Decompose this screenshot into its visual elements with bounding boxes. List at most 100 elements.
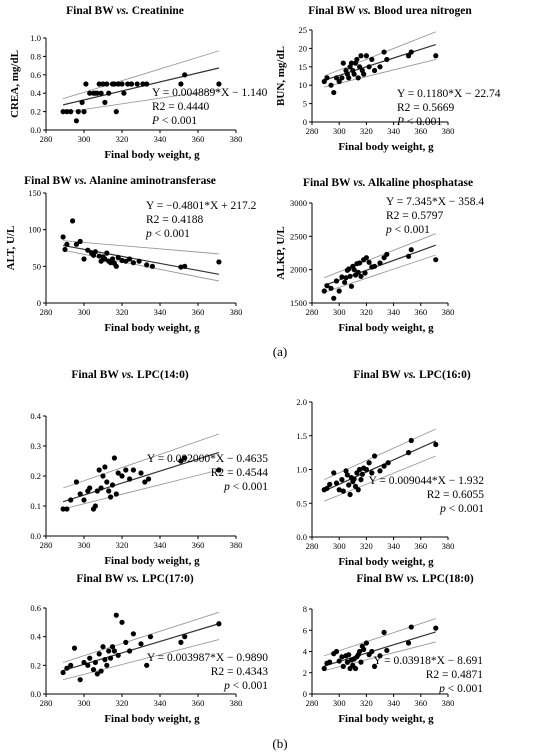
data-point xyxy=(130,260,136,266)
x-tick-label: 340 xyxy=(154,540,167,550)
x-tick-label: 300 xyxy=(78,134,91,144)
data-point xyxy=(344,472,350,478)
data-point xyxy=(324,75,330,81)
data-point xyxy=(216,259,222,265)
data-point xyxy=(85,247,91,253)
chart-title-vs: vs. xyxy=(404,369,416,381)
regression-equation: Y = 7.345*X − 358.4 xyxy=(386,196,484,208)
data-point xyxy=(98,90,104,96)
data-point xyxy=(336,487,342,493)
x-tick-label: 340 xyxy=(387,126,400,136)
data-point xyxy=(60,669,66,676)
chart-title-suffix: Blood urea nitrogen xyxy=(371,5,472,17)
data-point xyxy=(346,266,352,272)
p-value-label: p < 0.001 xyxy=(385,224,430,236)
data-point xyxy=(182,634,188,640)
data-point xyxy=(369,56,375,63)
x-tick-label: 300 xyxy=(333,698,346,708)
ci-lower-line xyxy=(63,89,219,113)
data-point xyxy=(178,458,184,464)
data-point xyxy=(127,648,133,654)
ci-lower-line xyxy=(324,59,436,88)
x-axis-label: Final body weight, g xyxy=(104,555,200,567)
data-point xyxy=(121,90,127,96)
y-tick-label: 0.2 xyxy=(30,660,41,670)
y-tick-label: 0.0 xyxy=(296,532,307,542)
x-tick-label: 300 xyxy=(333,307,346,317)
data-point xyxy=(339,654,345,660)
data-point xyxy=(73,241,79,247)
data-point xyxy=(104,479,110,485)
data-point xyxy=(331,470,337,476)
data-point xyxy=(347,491,353,498)
data-point xyxy=(355,75,361,81)
regression-line xyxy=(62,67,220,106)
data-point xyxy=(357,648,363,655)
chart-title-vs: vs. xyxy=(116,5,128,17)
data-point xyxy=(333,278,340,284)
y-tick-label: 10 xyxy=(299,80,308,90)
data-point xyxy=(92,249,98,255)
data-point xyxy=(96,81,102,87)
chart-title-prefix: Final BW xyxy=(303,177,353,189)
chart-6: Final BW vs. LPC(16:0) 280 300 320 340 360 380… xyxy=(296,369,484,568)
x-tick-label: 360 xyxy=(414,698,427,708)
data-point xyxy=(358,477,364,483)
p-value-symbol: p xyxy=(385,224,392,236)
data-point xyxy=(144,262,150,268)
data-point xyxy=(100,81,106,87)
y-tick-label: 0 xyxy=(303,689,307,699)
y-axis-label: ALT, U/L xyxy=(5,226,17,271)
x-tick-label: 320 xyxy=(116,540,129,550)
x-tick-label: 340 xyxy=(387,307,400,317)
data-point xyxy=(98,258,104,264)
data-point xyxy=(182,263,188,269)
y-tick-label: 0.2 xyxy=(30,471,41,481)
data-point xyxy=(109,644,116,650)
data-point xyxy=(369,470,375,476)
ci-lower-line xyxy=(63,249,219,282)
data-point xyxy=(377,260,383,266)
p-value-text: < 0.001 xyxy=(152,228,190,240)
data-point xyxy=(366,259,372,265)
data-point xyxy=(433,625,439,631)
x-tick-label: 300 xyxy=(333,126,346,136)
data-point xyxy=(113,109,119,115)
p-value-text: < 0.001 xyxy=(230,680,268,692)
x-tick-label: 320 xyxy=(360,126,373,136)
x-tick-label: 320 xyxy=(360,698,373,708)
x-tick-label: 320 xyxy=(116,134,129,144)
data-point xyxy=(96,467,102,473)
data-point xyxy=(70,218,76,224)
data-point xyxy=(377,653,383,659)
x-tick-label: 340 xyxy=(154,698,167,708)
ci-lower-line xyxy=(62,469,220,510)
y-tick-label: 0.6 xyxy=(30,70,41,80)
data-point xyxy=(147,634,154,640)
data-point xyxy=(108,494,114,500)
ci-upper-line xyxy=(62,433,220,489)
data-point xyxy=(336,78,342,85)
data-point xyxy=(60,234,66,240)
data-point xyxy=(140,81,146,87)
data-point xyxy=(346,652,352,658)
data-point xyxy=(138,470,144,476)
x-tick-label: 300 xyxy=(78,307,91,317)
y-tick-label: 0.4 xyxy=(30,632,41,642)
x-tick-label: 380 xyxy=(230,307,243,317)
regression-equation: Y = 0.03918*X − 8.691 xyxy=(373,655,483,667)
chart-title: Final BW vs. LPC(16:0) xyxy=(353,369,471,381)
data-point xyxy=(104,250,110,256)
x-tick-label: 380 xyxy=(230,698,243,708)
data-point xyxy=(355,269,361,275)
x-tick-label: 340 xyxy=(154,307,167,317)
regression-line xyxy=(62,623,220,672)
chart-8: Final BW vs. LPC(18:0)280 300 320 340 360 380… xyxy=(303,573,483,725)
x-tick-label: 340 xyxy=(154,134,167,144)
data-point xyxy=(94,90,100,96)
data-point xyxy=(328,82,334,88)
data-point xyxy=(324,283,330,289)
x-tick-label: 320 xyxy=(360,541,373,551)
chart-7: Final BW vs. LPC(17:0) 280 300 320 340 360 380… xyxy=(30,573,268,725)
